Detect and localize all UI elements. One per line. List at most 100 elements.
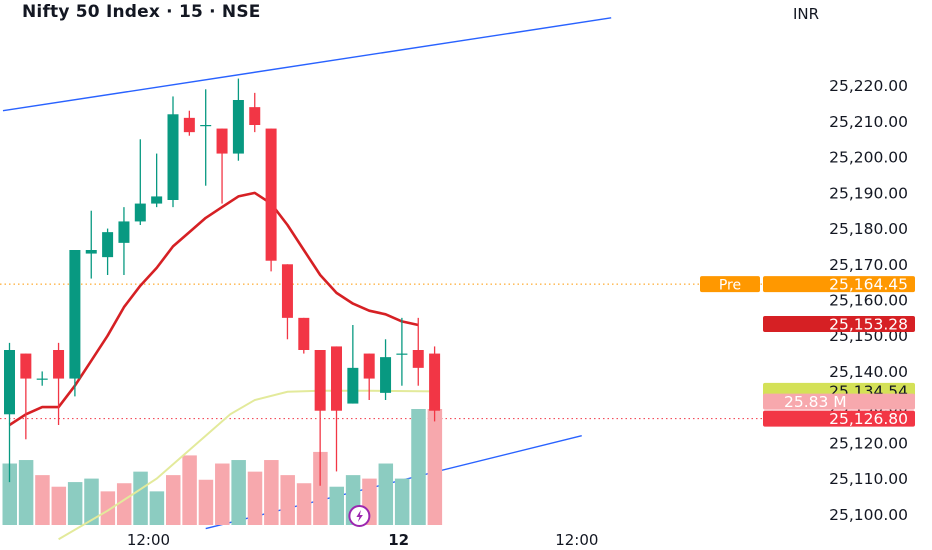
volume-bar	[51, 486, 67, 525]
candle[interactable]	[118, 207, 130, 275]
volume-bar	[296, 483, 312, 525]
volume-bar	[116, 483, 132, 525]
price-label-prefix-box	[700, 276, 760, 293]
y-axis-tick-label: 25,180.00	[829, 220, 908, 238]
y-axis-tick-label: 25,120.00	[829, 434, 908, 452]
volume-bar	[329, 486, 344, 525]
y-axis-tick-label: 25,210.00	[829, 113, 908, 131]
candle-body	[36, 378, 48, 380]
y-axis-tick-label: 25,140.00	[829, 363, 908, 381]
candle-body	[118, 221, 130, 243]
fast-moving-average-line[interactable]	[8, 191, 419, 427]
volume-bar	[182, 455, 197, 525]
candle-body	[412, 350, 424, 368]
candle-body	[85, 250, 97, 254]
candle[interactable]	[20, 353, 32, 440]
y-axis-tick-label: 25,200.00	[829, 149, 908, 167]
candle[interactable]	[183, 110, 195, 136]
volume-bar	[2, 463, 17, 525]
candle[interactable]	[331, 346, 342, 472]
price-label-pre: Pre 25,164.45	[700, 276, 915, 294]
candle-body	[249, 107, 261, 125]
candle-body	[298, 317, 310, 350]
price-label-value: 25,153.28	[829, 316, 908, 334]
volume-bar	[133, 471, 148, 525]
price-label-value: 25,126.80	[829, 410, 908, 428]
volume-label: 25.83 M	[763, 393, 915, 411]
price-label-last: 25,126.80	[763, 410, 915, 428]
candle-body	[4, 350, 15, 415]
candle-body	[281, 264, 293, 318]
candle-body	[200, 125, 212, 127]
y-axis-tick-label: 25,160.00	[829, 292, 908, 310]
volume-bar	[427, 409, 443, 525]
candle-body	[380, 357, 392, 393]
candle[interactable]	[85, 210, 97, 279]
volume-bar	[18, 460, 34, 525]
volume-label-value: 25.83 M	[784, 393, 847, 411]
candle[interactable]	[36, 371, 48, 386]
volume-bar	[313, 451, 328, 525]
candle-body	[265, 128, 277, 261]
candle[interactable]	[4, 342, 15, 483]
volume-bar	[264, 460, 279, 525]
candle[interactable]	[412, 317, 424, 386]
candle[interactable]	[347, 325, 359, 404]
lightning-glyph-icon	[356, 510, 363, 522]
x-axis-tick-label: 12:00	[555, 531, 598, 549]
candle-body	[20, 353, 32, 379]
candle[interactable]	[69, 250, 81, 397]
candle[interactable]	[298, 317, 310, 354]
candle-body	[183, 117, 195, 133]
candle[interactable]	[314, 350, 326, 486]
candle-body	[347, 367, 359, 404]
y-axis-tick-label: 25,170.00	[829, 256, 908, 274]
price-label-value: 25,164.45	[829, 276, 908, 294]
y-axis-tick-label: 25,190.00	[829, 184, 908, 202]
candle[interactable]	[167, 96, 179, 208]
volume-bar	[35, 475, 50, 525]
candle[interactable]	[151, 153, 163, 208]
y-axis-tick-label: 25,100.00	[829, 506, 908, 524]
candle-body	[232, 100, 244, 154]
price-label-box	[763, 410, 915, 427]
x-axis-tick-label: 12	[388, 531, 409, 549]
upper-trendline[interactable]	[2, 17, 612, 112]
candle[interactable]	[232, 78, 244, 161]
candle[interactable]	[102, 228, 114, 275]
volume-bar	[100, 491, 116, 525]
candle[interactable]	[429, 346, 441, 422]
candle[interactable]	[53, 342, 65, 425]
volume-bar	[378, 463, 394, 525]
y-axis-tick-label: 25,110.00	[829, 470, 908, 488]
candle-body	[134, 203, 146, 222]
candle-body	[167, 114, 179, 200]
currency-label: INR	[793, 5, 820, 23]
candle[interactable]	[396, 317, 408, 386]
candle[interactable]	[380, 339, 392, 400]
candle[interactable]	[200, 89, 212, 186]
candle[interactable]	[134, 139, 146, 225]
candle-body	[102, 232, 114, 258]
volume-bar	[411, 409, 426, 525]
volume-bar	[166, 475, 181, 525]
candle[interactable]	[249, 92, 261, 133]
candle-body	[331, 346, 342, 411]
candle-body	[314, 350, 326, 411]
candle[interactable]	[363, 353, 375, 400]
slow-moving-average-line[interactable]	[58, 389, 435, 541]
volume-label-box	[763, 393, 915, 410]
candle-body	[363, 353, 375, 379]
candle-body	[69, 250, 81, 379]
volume-bar	[394, 478, 410, 525]
candle-body	[151, 196, 163, 204]
volume-bar	[215, 463, 230, 525]
volume-bar	[231, 460, 246, 525]
candle[interactable]	[216, 128, 228, 204]
x-axis-tick-label: 12:00	[127, 531, 170, 549]
candle[interactable]	[281, 264, 293, 340]
y-axis-tick-label: 25,220.00	[829, 77, 908, 95]
price-label-prefix: Pre	[719, 278, 741, 294]
candle[interactable]	[265, 128, 277, 272]
